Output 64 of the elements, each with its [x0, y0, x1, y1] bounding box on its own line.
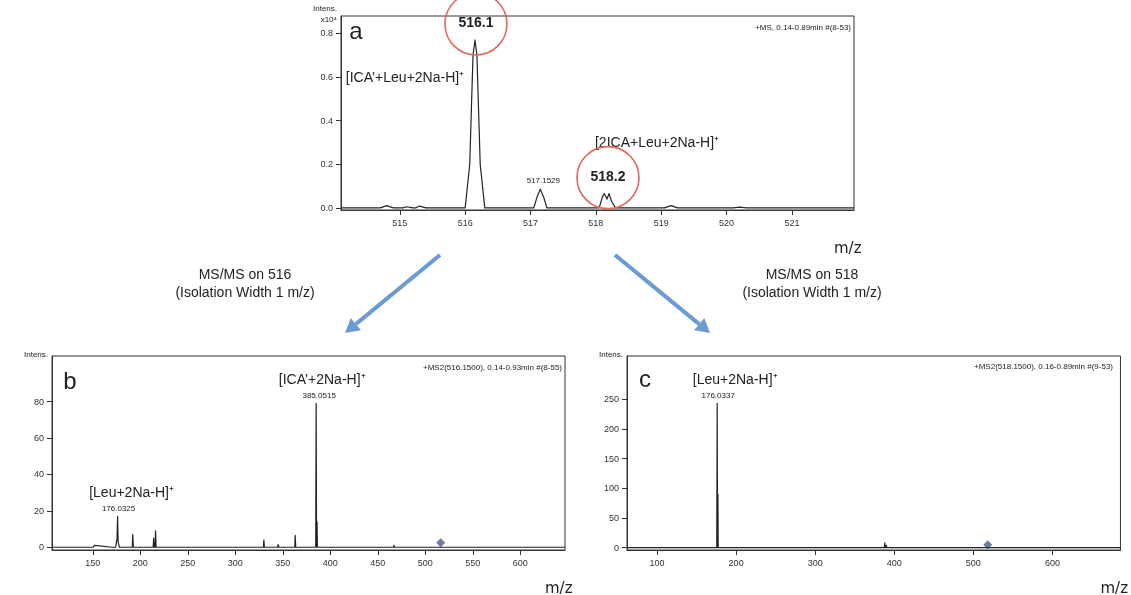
annotation: [ICA’+2Na-H]⁺: [278, 371, 366, 388]
x-axis-title: m/z: [545, 578, 573, 595]
x-tick-label: 520: [719, 217, 735, 228]
y-tick-label: 0.2: [320, 159, 333, 170]
x-tick-label: 600: [1044, 557, 1060, 568]
y-tick-label: 250: [603, 394, 619, 405]
y-tick-label: 40: [33, 469, 44, 480]
y-tick-label: 60: [33, 432, 44, 443]
x-tick-label: 400: [886, 557, 902, 568]
x-tick-label: 516: [457, 217, 473, 228]
y-tick-label: 200: [603, 423, 619, 434]
y-tick-label: 80: [33, 396, 44, 407]
x-tick-label: 521: [784, 217, 800, 228]
text: MS/MS on 516 (Isolation Width 1 m/z): [175, 265, 315, 301]
x-tick-label: 450: [370, 557, 386, 568]
x-tick-label: 150: [85, 557, 101, 568]
y-tick-label: 0.4: [320, 115, 333, 126]
annotation: 516.1: [458, 13, 494, 30]
x-tick-label: 200: [132, 557, 148, 568]
x-tick-label: 500: [965, 557, 981, 568]
annotation: [ICA’+Leu+2Na-H]⁺: [345, 68, 465, 85]
annotation: b: [63, 366, 77, 394]
annotation: [Leu+2Na-H]⁺: [89, 484, 174, 501]
y-axis-title: Intens.: [23, 349, 48, 359]
annotation: [Leu+2Na-H]⁺: [692, 371, 778, 388]
y-axis-title: Intens. x10⁴: [312, 4, 338, 24]
annotation: 517.1529: [526, 175, 561, 185]
y-tick-label: 150: [603, 453, 619, 464]
x-tick-label: 500: [417, 557, 433, 568]
annotation: +MS2(516.1500), 0.14-0.93min #(8-55): [423, 362, 563, 372]
y-tick-label: 50: [608, 512, 619, 523]
x-tick-label: 519: [653, 217, 669, 228]
x-tick-label: 518: [588, 217, 604, 228]
y-tick-label: 0.8: [320, 28, 333, 39]
x-tick-label: 550: [465, 557, 481, 568]
y-axis-title: Intens.: [598, 349, 623, 359]
x-tick-label: 600: [512, 557, 528, 568]
x-tick-label: 300: [807, 557, 823, 568]
x-tick-label: 515: [392, 217, 408, 228]
x-tick-label: 300: [227, 557, 243, 568]
annotation: +MS, 0.14-0.89min #(8-53): [755, 22, 852, 32]
y-tick-label: 0: [38, 542, 44, 553]
annotation: 518.2: [590, 167, 626, 184]
y-tick-label: 100: [603, 483, 619, 494]
x-tick-label: 200: [728, 557, 744, 568]
x-tick-label: 100: [649, 557, 665, 568]
x-axis-title: m/z: [834, 238, 862, 257]
annotation: 176.0325: [101, 503, 136, 513]
x-tick-label: 350: [275, 557, 291, 568]
annotation: a: [349, 16, 364, 44]
y-tick-label: 0.6: [320, 72, 333, 83]
y-tick-label: 20: [33, 505, 44, 516]
annotation: c: [639, 364, 651, 392]
x-tick-label: 400: [322, 557, 338, 568]
y-tick-label: 0.0: [320, 202, 333, 213]
annotation: +MS2(518.1500), 0.16-0.89min #(9-53): [974, 361, 1114, 371]
annotation: [2ICA+Leu+2Na-H]⁺: [594, 134, 720, 150]
annotation: 176.0337: [701, 390, 736, 400]
x-tick-label: 517: [523, 217, 539, 228]
x-axis-title: m/z: [1100, 578, 1129, 595]
y-tick-label: 0: [613, 542, 619, 553]
text: MS/MS on 518 (Isolation Width 1 m/z): [742, 265, 882, 301]
x-tick-label: 250: [180, 557, 196, 568]
annotation: 385.0515: [302, 390, 337, 400]
